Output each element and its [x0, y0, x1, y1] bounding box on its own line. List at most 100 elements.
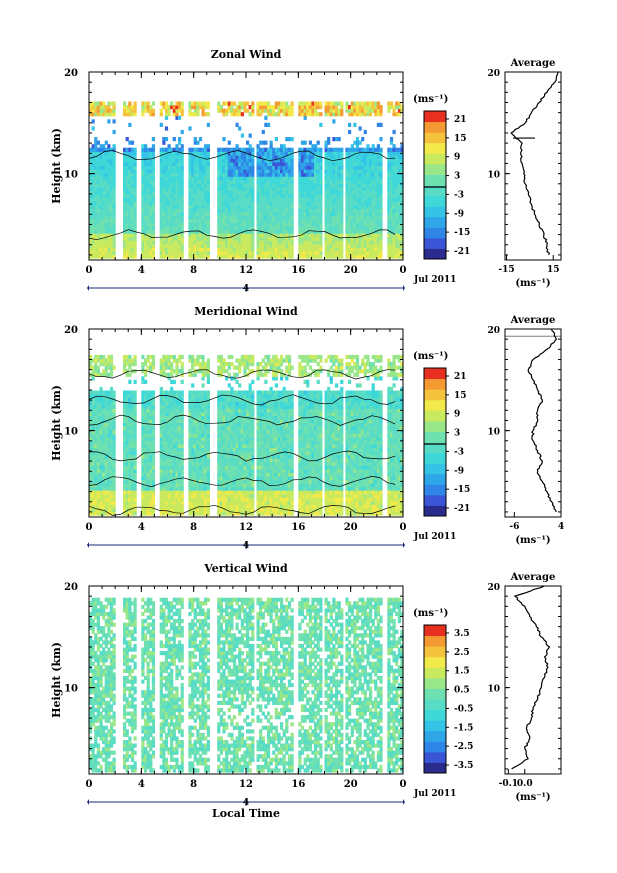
heatmap-cell — [125, 105, 129, 110]
heatmap-cell — [261, 201, 265, 206]
heatmap-cell — [201, 179, 205, 184]
heatmap-cell — [308, 183, 312, 188]
heatmap-cell — [112, 229, 116, 234]
heatmap-cell — [311, 215, 315, 220]
heatmap-cell — [141, 172, 145, 177]
heatmap-cell — [99, 147, 103, 152]
heatmap-cell — [290, 250, 294, 256]
heatmap-cell — [94, 140, 98, 145]
heatmap-cell — [94, 190, 98, 195]
heatmap-cell — [144, 183, 148, 188]
heatmap-cell — [107, 186, 111, 191]
heatmap-cell — [290, 193, 294, 199]
heatmap-cell — [125, 240, 129, 245]
heatmap-cell — [235, 144, 239, 149]
heatmap-cell — [206, 186, 210, 191]
heatmap-cell — [162, 233, 166, 238]
heatmap-cell — [193, 243, 197, 248]
heatmap-cell — [141, 218, 145, 223]
heatmap-cell — [256, 112, 260, 117]
heatmap-cell — [232, 165, 237, 170]
heatmap-cell — [206, 154, 210, 159]
heatmap-cell — [232, 201, 237, 206]
heatmap-cell — [235, 165, 239, 170]
heatmap-cell — [303, 204, 307, 209]
heatmap-cell — [379, 197, 383, 202]
heatmap-cell — [269, 211, 273, 216]
heatmap-cell — [264, 236, 268, 241]
heatmap-cell — [146, 183, 150, 188]
heatmap-cell — [298, 254, 302, 259]
heatmap-cell — [314, 172, 318, 177]
heatmap-cell — [240, 218, 244, 223]
heatmap-cell — [285, 215, 289, 220]
heatmap-cell — [112, 151, 116, 156]
heatmap-cell — [178, 161, 182, 167]
heatmap-cell — [303, 179, 307, 184]
heatmap-cell — [256, 201, 260, 206]
heatmap-cell — [290, 197, 294, 202]
heatmap-cell — [340, 108, 344, 113]
heatmap-cell — [175, 204, 179, 209]
heatmap-cell — [180, 454, 184, 459]
heatmap-cell — [238, 247, 242, 252]
heatmap-cell — [230, 226, 234, 231]
heatmap-cell — [238, 208, 242, 213]
heatmap-cell — [272, 193, 276, 199]
heatmap-cell — [272, 165, 276, 170]
heatmap-cell — [222, 208, 226, 213]
x-tick-label: 20 — [344, 265, 358, 276]
heatmap-cell — [232, 204, 237, 209]
heatmap-cell — [287, 247, 292, 252]
heatmap-cell — [217, 229, 221, 234]
heatmap-cell — [170, 151, 174, 156]
heatmap-cell — [102, 101, 106, 106]
heatmap-cell — [238, 201, 242, 206]
heatmap-cell — [178, 211, 182, 216]
heatmap-cell — [109, 254, 114, 259]
heatmap-cell — [311, 154, 315, 159]
heatmap-cell — [314, 101, 318, 106]
heatmap-cell — [303, 161, 307, 167]
heatmap-cell — [251, 222, 255, 227]
heatmap-cell — [311, 161, 315, 167]
heatmap-cell — [300, 165, 305, 170]
heatmap-cell — [248, 204, 252, 209]
heatmap-cell — [246, 190, 250, 195]
heatmap-cell — [191, 236, 195, 241]
heatmap-cell — [282, 215, 286, 220]
heatmap-cell — [256, 165, 260, 170]
heatmap-cell — [230, 101, 234, 106]
heatmap-cell — [91, 193, 95, 199]
heatmap-cell — [340, 208, 344, 213]
heatmap-cell — [91, 215, 95, 220]
heatmap-cell — [151, 176, 155, 181]
heatmap-cell — [259, 236, 263, 241]
heatmap-cell — [219, 204, 223, 209]
heatmap-cell — [107, 222, 111, 227]
heatmap-cell — [149, 176, 153, 181]
heatmap-cell — [340, 101, 344, 106]
heatmap-cell — [230, 183, 234, 188]
heatmap-cell — [172, 254, 176, 259]
heatmap-cell — [290, 108, 294, 113]
heatmap-cell — [141, 108, 145, 113]
heatmap-cell — [230, 197, 234, 202]
heatmap-cell — [104, 112, 108, 117]
heatmap-cell — [191, 197, 195, 202]
heatmap-cell — [314, 254, 318, 259]
heatmap-cell — [167, 197, 171, 202]
heatmap-cell — [172, 354, 176, 360]
heatmap-cell — [151, 144, 155, 149]
heatmap-cell — [112, 108, 116, 113]
heatmap-cell — [170, 226, 174, 231]
heatmap-cell — [193, 105, 197, 110]
heatmap-cell — [175, 115, 179, 120]
heatmap-cell — [248, 243, 252, 248]
heatmap-cell — [125, 226, 129, 231]
heatmap-cell — [308, 226, 312, 231]
heatmap-cell — [107, 243, 111, 248]
heatmap-cell — [94, 243, 98, 248]
